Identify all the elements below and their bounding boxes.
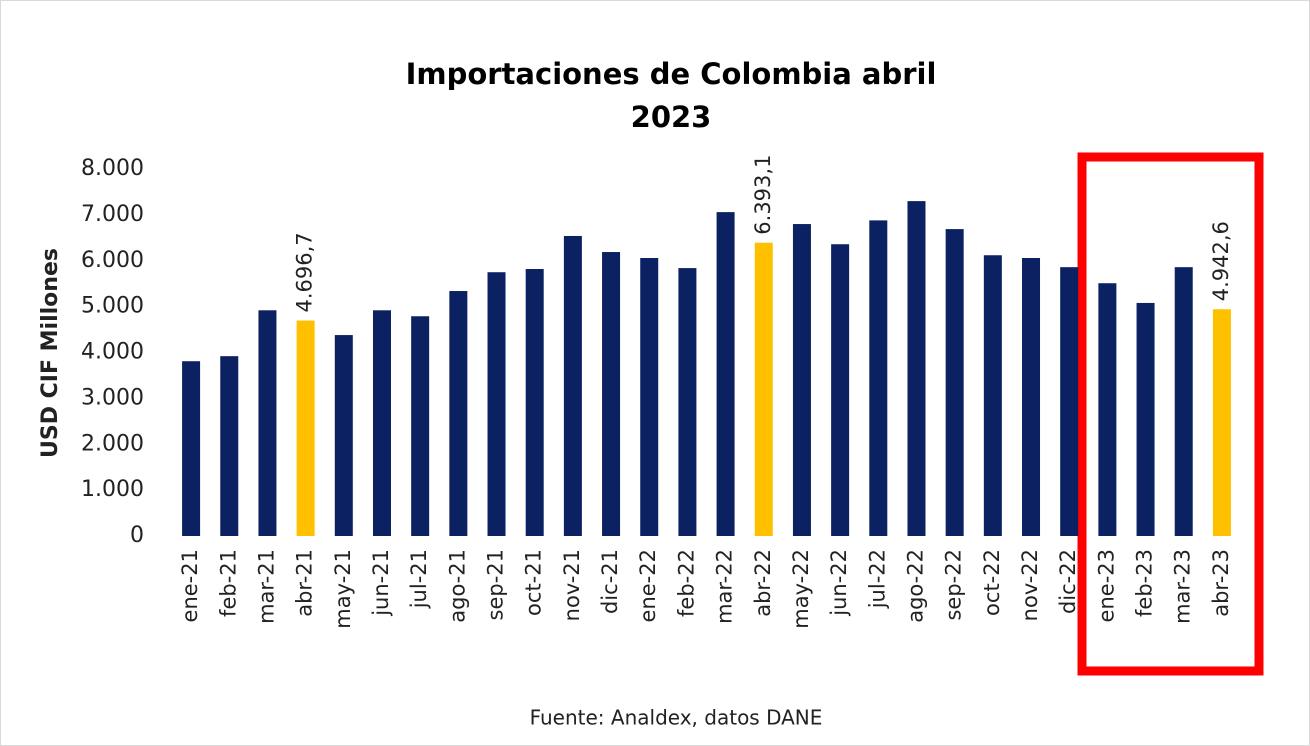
bar — [945, 229, 964, 536]
bar — [640, 257, 659, 536]
x-tick-label: jun-22 — [827, 549, 851, 617]
bar — [602, 252, 621, 536]
bar — [792, 224, 811, 537]
x-tick-label: may-22 — [789, 549, 813, 629]
bar — [182, 361, 201, 536]
x-tick-label: dic-22 — [1056, 549, 1080, 614]
bar — [449, 291, 468, 536]
x-tick-label: jul-21 — [407, 549, 431, 609]
bar — [258, 310, 277, 536]
bar — [1098, 283, 1117, 536]
value-label: 6.393,1 — [751, 155, 775, 235]
bar — [372, 310, 391, 536]
bar — [487, 272, 506, 536]
x-tick-label: oct-21 — [522, 549, 546, 616]
x-tick-label: jul-22 — [865, 549, 889, 609]
x-tick-label: abr-22 — [751, 549, 775, 617]
y-tick-label: 8.000 — [81, 156, 144, 181]
y-tick-label: 7.000 — [81, 202, 144, 227]
y-tick-label: 6.000 — [81, 248, 144, 273]
bar — [220, 356, 239, 536]
bar — [831, 244, 850, 537]
bar — [296, 320, 315, 536]
x-tick-label: feb-23 — [1133, 549, 1157, 617]
bar — [754, 242, 773, 536]
value-label: 4.942,6 — [1209, 221, 1233, 301]
x-tick-label: sep-21 — [484, 549, 508, 621]
x-tick-label: abr-21 — [293, 549, 317, 617]
bar — [678, 268, 697, 536]
bar — [563, 235, 582, 537]
y-tick-label: 2.000 — [81, 431, 144, 456]
value-label: 4.696,7 — [293, 232, 317, 312]
x-tick-label: ago-21 — [445, 549, 469, 623]
bar — [1212, 309, 1231, 536]
y-axis-title: USD CIF Millones — [38, 248, 63, 458]
x-tick-label: mar-23 — [1171, 549, 1195, 624]
x-tick-label: ene-22 — [636, 549, 660, 622]
x-tick-label: ene-23 — [1094, 549, 1118, 622]
x-tick-label: jun-21 — [369, 549, 393, 617]
bar — [1022, 257, 1041, 536]
bar — [411, 316, 430, 536]
source: Fuente: Analdex, datos DANE — [530, 706, 823, 730]
y-tick-label: 4.000 — [81, 340, 144, 365]
bar — [525, 269, 544, 536]
bar — [907, 201, 926, 537]
bar — [1060, 267, 1079, 536]
x-tick-label: nov-22 — [1018, 549, 1042, 621]
chart-title: Importaciones de Colombia abril 2023 — [405, 57, 937, 134]
x-tick-label: feb-22 — [674, 549, 698, 617]
x-tick-label: oct-22 — [980, 549, 1004, 616]
bar — [716, 212, 735, 536]
y-tick-label: 5.000 — [81, 294, 144, 319]
y-tick-label: 3.000 — [81, 385, 144, 410]
x-tick-label: nov-21 — [560, 549, 584, 621]
x-tick-label: ago-22 — [903, 549, 927, 623]
x-tick-label: mar-21 — [254, 549, 278, 624]
x-tick-label: ene-21 — [178, 549, 202, 622]
highlight-box — [1077, 152, 1264, 676]
y-tick-label: 0 — [130, 523, 144, 548]
x-tick-label: mar-22 — [713, 549, 737, 624]
bar — [983, 255, 1002, 536]
x-tick-label: may-21 — [331, 549, 355, 629]
bar — [869, 220, 888, 536]
x-tick-label: sep-22 — [942, 549, 966, 621]
x-tick-label: abr-23 — [1209, 549, 1233, 617]
bar — [1136, 302, 1155, 536]
bar — [334, 335, 353, 536]
x-tick-label: dic-21 — [598, 549, 622, 614]
bar — [1174, 267, 1193, 536]
y-tick-label: 1.000 — [81, 477, 144, 502]
x-tick-label: feb-21 — [216, 549, 240, 617]
